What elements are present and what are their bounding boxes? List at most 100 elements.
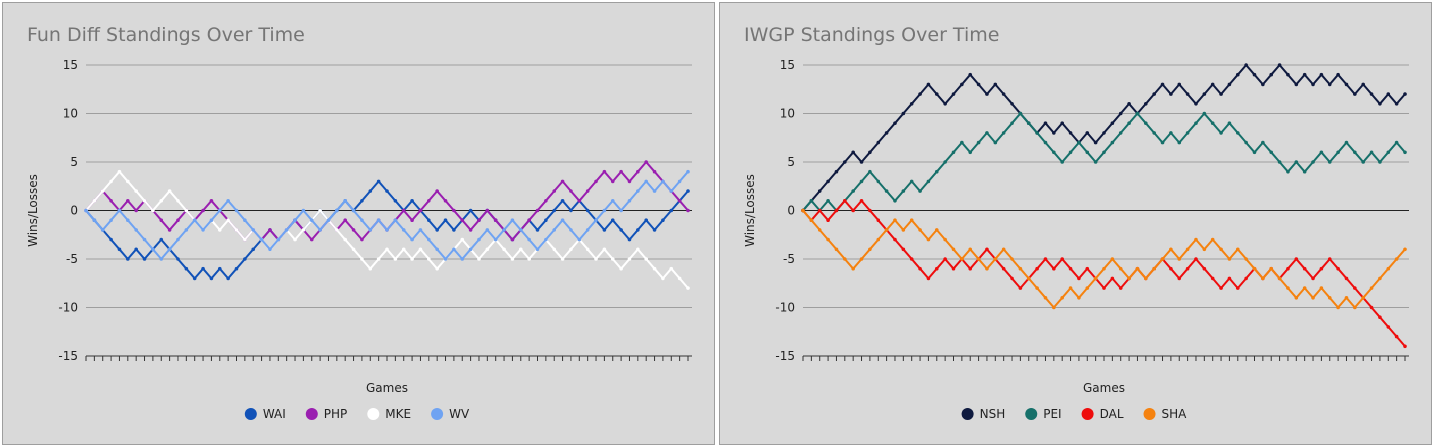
data-point <box>985 247 989 252</box>
legend-label: WV <box>449 407 470 421</box>
data-point <box>184 228 189 232</box>
data-point <box>1327 82 1332 87</box>
data-point <box>1001 266 1006 271</box>
chart-panel: Fun Diff Standings Over Time -15 -10 -5 0 5 10… <box>2 2 715 445</box>
data-point <box>452 228 456 232</box>
data-point <box>809 218 814 222</box>
data-point <box>934 266 939 271</box>
x-axis-label: Games <box>366 381 408 395</box>
data-point <box>234 208 239 213</box>
data-point <box>1319 266 1324 271</box>
data-point <box>909 179 914 184</box>
data-point <box>1269 72 1274 77</box>
data-point <box>602 169 607 174</box>
data-point <box>1077 140 1081 145</box>
data-point <box>851 150 855 155</box>
legend-label: DAL <box>1100 407 1124 421</box>
data-point <box>1227 82 1232 87</box>
data-point <box>1052 266 1056 271</box>
data-point <box>351 208 356 213</box>
data-point <box>951 92 956 96</box>
data-point <box>1068 150 1073 155</box>
data-point <box>510 257 515 261</box>
data-point <box>677 179 682 184</box>
data-point <box>460 218 465 222</box>
data-point <box>201 228 205 232</box>
data-point <box>834 169 839 174</box>
y-tick-label: 15 <box>63 58 78 72</box>
data-point <box>1261 82 1265 87</box>
series-line <box>802 63 1406 212</box>
data-point <box>427 257 431 261</box>
data-point <box>1286 169 1290 174</box>
legend-label: WAI <box>263 407 286 421</box>
data-point <box>636 189 640 193</box>
data-point <box>192 276 197 281</box>
legend-label: NSH <box>980 407 1006 421</box>
data-point <box>485 228 490 232</box>
data-point <box>401 247 406 252</box>
data-point <box>284 228 289 232</box>
data-point <box>826 199 830 203</box>
chart-title: IWGP Standings Over Time <box>744 24 999 46</box>
data-point <box>1177 276 1182 281</box>
data-point <box>184 266 189 271</box>
data-point <box>934 169 939 174</box>
data-point <box>1294 82 1299 87</box>
data-point <box>909 102 914 106</box>
data-point <box>435 247 439 252</box>
data-point <box>1403 92 1407 96</box>
data-point <box>909 218 914 222</box>
data-point <box>1010 121 1014 125</box>
data-point <box>993 82 998 87</box>
data-point <box>1294 160 1299 164</box>
data-point <box>1286 72 1290 77</box>
data-point <box>293 237 297 242</box>
data-point <box>167 247 172 252</box>
data-point <box>535 228 540 232</box>
y-tick-label: -5 <box>66 252 78 266</box>
data-point <box>243 237 247 242</box>
data-point <box>884 131 889 135</box>
data-point <box>243 257 247 261</box>
data-point <box>934 92 939 96</box>
data-point <box>1169 266 1173 271</box>
data-point <box>343 218 347 222</box>
data-point <box>109 218 113 222</box>
data-point <box>652 228 657 232</box>
data-point <box>1302 169 1307 174</box>
data-point <box>368 228 373 232</box>
data-point <box>1210 82 1215 87</box>
data-point <box>893 199 897 203</box>
data-point <box>1244 140 1248 145</box>
data-point <box>627 199 632 203</box>
data-point <box>627 257 632 261</box>
data-point <box>1386 266 1391 271</box>
data-point <box>1010 276 1014 281</box>
data-point <box>1035 266 1039 271</box>
data-point <box>1336 305 1340 310</box>
legend: WAI PHP MKE WV <box>244 407 470 421</box>
data-point <box>418 247 423 252</box>
data-point <box>1244 276 1248 281</box>
legend-marker <box>1143 408 1156 420</box>
data-point <box>1277 276 1282 281</box>
data-point <box>951 150 956 155</box>
data-point <box>1135 111 1140 116</box>
data-point <box>217 228 222 232</box>
data-point <box>594 218 598 222</box>
data-point <box>343 237 347 242</box>
data-point <box>151 247 155 252</box>
data-point <box>368 189 373 193</box>
data-point <box>1118 111 1123 116</box>
data-point <box>577 199 582 203</box>
data-point <box>1093 140 1098 145</box>
data-point <box>142 257 147 261</box>
data-point <box>585 208 590 213</box>
data-point <box>901 189 906 193</box>
data-point <box>1369 150 1374 155</box>
data-point <box>619 228 623 232</box>
data-point <box>126 199 130 203</box>
data-point <box>1353 286 1357 290</box>
data-point <box>126 218 130 222</box>
